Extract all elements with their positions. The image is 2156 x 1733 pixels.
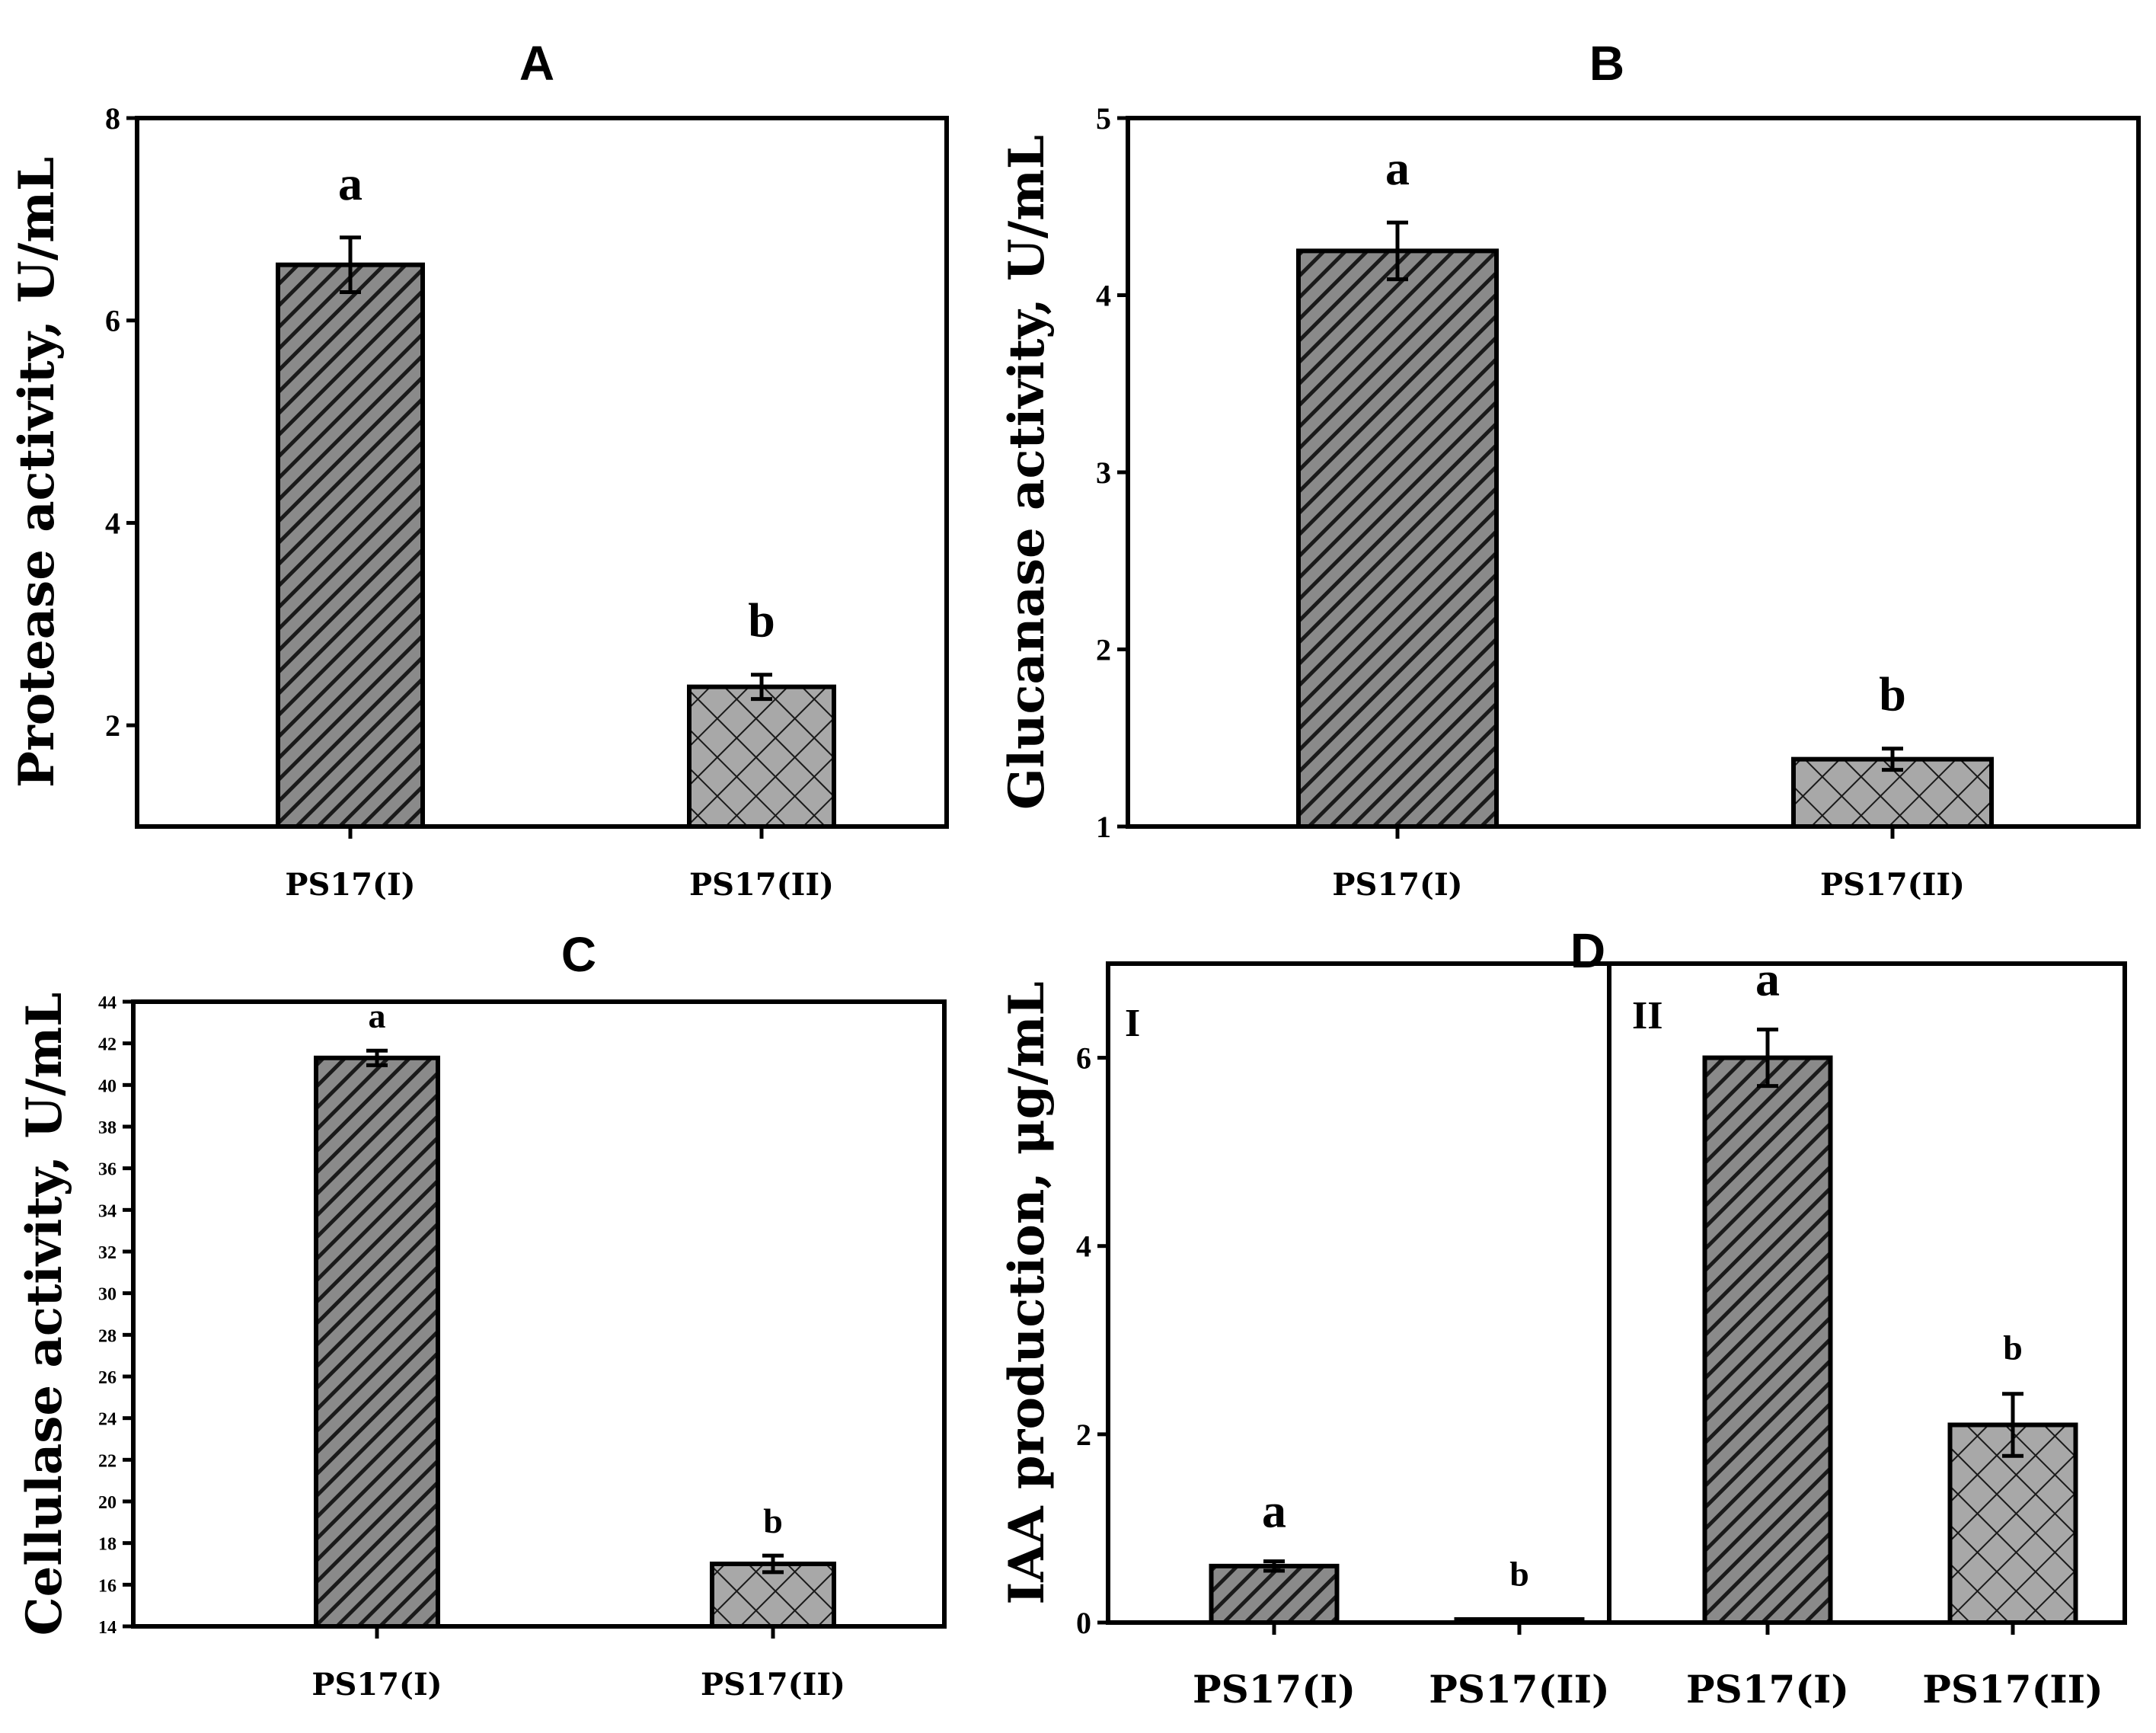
y-axis-label: Protease activity, U/mL — [8, 157, 65, 788]
plot-frame — [131, 999, 947, 1629]
significance-label: a — [338, 156, 363, 210]
x-tick-label: PS17(II) — [1922, 1667, 2103, 1712]
bar-ps17i — [314, 1055, 440, 1629]
y-tick-label: 6 — [1076, 1041, 1091, 1076]
plot-frame — [1106, 961, 2127, 1625]
panel-title-a: A — [519, 36, 554, 91]
x-tick-label: PS17(II) — [1429, 1667, 1609, 1712]
bar-ps17ii — [687, 684, 836, 830]
y-tick-label: 36 — [98, 1160, 117, 1180]
y-tick-label: 38 — [98, 1118, 117, 1138]
error-bar — [366, 1048, 388, 1067]
y-axis-label: Cellulase activity, U/mL — [16, 993, 73, 1636]
error-bar — [1263, 1559, 1285, 1573]
y-tick-label: 6 — [105, 304, 120, 338]
y-tick-label: 18 — [98, 1535, 117, 1555]
panel-title-d: D — [1570, 923, 1605, 978]
y-tick-label: 22 — [98, 1451, 117, 1471]
bar-ps17i — [1209, 1563, 1340, 1626]
x-tick-label: PS17(I) — [311, 1667, 442, 1703]
y-tick-label: 44 — [98, 993, 117, 1013]
plot-frame — [135, 116, 949, 829]
bar-ps17i — [1702, 1055, 1833, 1625]
significance-label: a — [1385, 141, 1410, 195]
y-tick-label: 42 — [98, 1035, 117, 1055]
panel-b: B Glucanase activity, U/mL a PS17(I) b PS17(I… — [998, 36, 2141, 903]
significance-label: a — [1262, 1484, 1286, 1538]
y-tick-label: 2 — [1096, 633, 1111, 667]
significance-label: b — [1879, 667, 1906, 721]
y-tick-label: 30 — [98, 1285, 117, 1305]
significance-label: a — [369, 996, 386, 1035]
y-tick-label: 8 — [105, 101, 120, 136]
significance-label: b — [763, 1501, 783, 1540]
error-bar — [1882, 747, 1903, 772]
y-tick-label: 20 — [98, 1493, 117, 1513]
x-tick-label: PS17(I) — [1332, 867, 1462, 903]
bar-ps17i — [1296, 248, 1499, 829]
y-tick-label: 24 — [98, 1410, 117, 1430]
x-tick-label: PS17(II) — [689, 867, 834, 903]
group-label-i: I — [1125, 1002, 1140, 1045]
y-tick-label: 4 — [1076, 1229, 1091, 1264]
y-tick-label: 4 — [105, 506, 120, 540]
bar-ps17i — [276, 262, 425, 829]
error-bar — [1757, 1028, 1778, 1089]
error-bar — [340, 235, 361, 295]
y-tick-label: 14 — [98, 1618, 117, 1638]
y-tick-label: 28 — [98, 1326, 117, 1346]
plot-frame — [1126, 116, 2141, 829]
y-axis-label: IAA production, μg/mL — [998, 981, 1056, 1604]
group-label-ii: II — [1632, 994, 1663, 1038]
error-bar — [2002, 1392, 2023, 1458]
significance-label: b — [748, 593, 775, 647]
y-tick-label: 26 — [98, 1368, 117, 1388]
y-tick-label: 32 — [98, 1243, 117, 1263]
bar-ps17ii — [710, 1562, 836, 1629]
error-bar — [751, 673, 772, 702]
significance-label: a — [1755, 952, 1780, 1006]
error-bar — [1387, 220, 1408, 282]
x-tick-label: PS17(I) — [1193, 1667, 1356, 1712]
error-bar — [762, 1553, 784, 1575]
y-tick-label: 3 — [1096, 456, 1111, 490]
x-tick-label: PS17(II) — [1820, 867, 1965, 903]
panel-c: C Cellulase activity, U/mL a PS17(I) b PS17(I… — [16, 927, 947, 1703]
y-tick-label: 2 — [1076, 1418, 1091, 1452]
y-axis-label: Glucanase activity, U/mL — [998, 135, 1056, 810]
panel-d: D IAA production, μg/mL a PS17(I) b PS17(II) a… — [998, 923, 2127, 1712]
panel-a: A Protease activity, U/mL a PS17(I) b PS17(II… — [8, 36, 949, 903]
x-tick-label: PS17(I) — [285, 867, 415, 903]
x-tick-label: PS17(II) — [701, 1667, 845, 1703]
significance-label: b — [2003, 1329, 2023, 1367]
y-tick-label: 0 — [1076, 1606, 1091, 1640]
x-tick-label: PS17(I) — [1686, 1667, 1849, 1712]
panel-title-b: B — [1589, 36, 1624, 91]
y-tick-label: 34 — [98, 1201, 117, 1221]
y-tick-label: 1 — [1096, 810, 1111, 844]
significance-label: b — [1509, 1554, 1529, 1593]
y-tick-label: 2 — [105, 708, 120, 743]
panel-title-c: C — [561, 927, 596, 982]
y-tick-label: 16 — [98, 1576, 117, 1596]
y-tick-label: 4 — [1096, 279, 1111, 313]
y-tick-label: 5 — [1096, 101, 1111, 136]
y-tick-label: 40 — [98, 1076, 117, 1096]
